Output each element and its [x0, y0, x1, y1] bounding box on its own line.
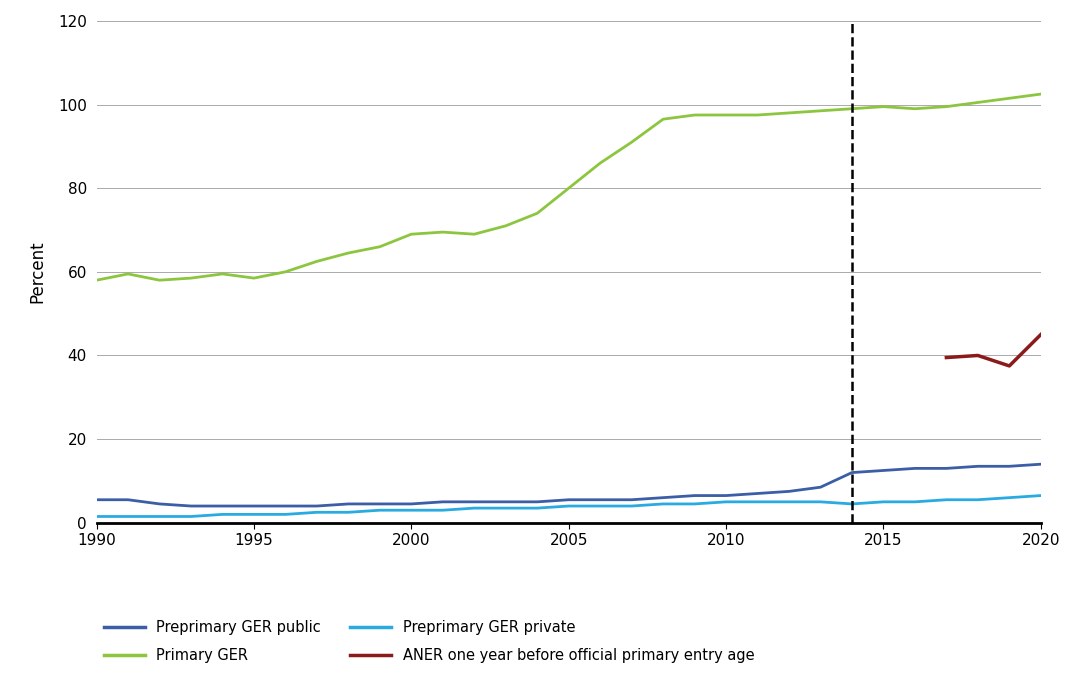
Legend: Preprimary GER public, Primary GER, Preprimary GER private, ANER one year before: Preprimary GER public, Primary GER, Prep… [104, 620, 754, 664]
Y-axis label: Percent: Percent [29, 240, 47, 303]
